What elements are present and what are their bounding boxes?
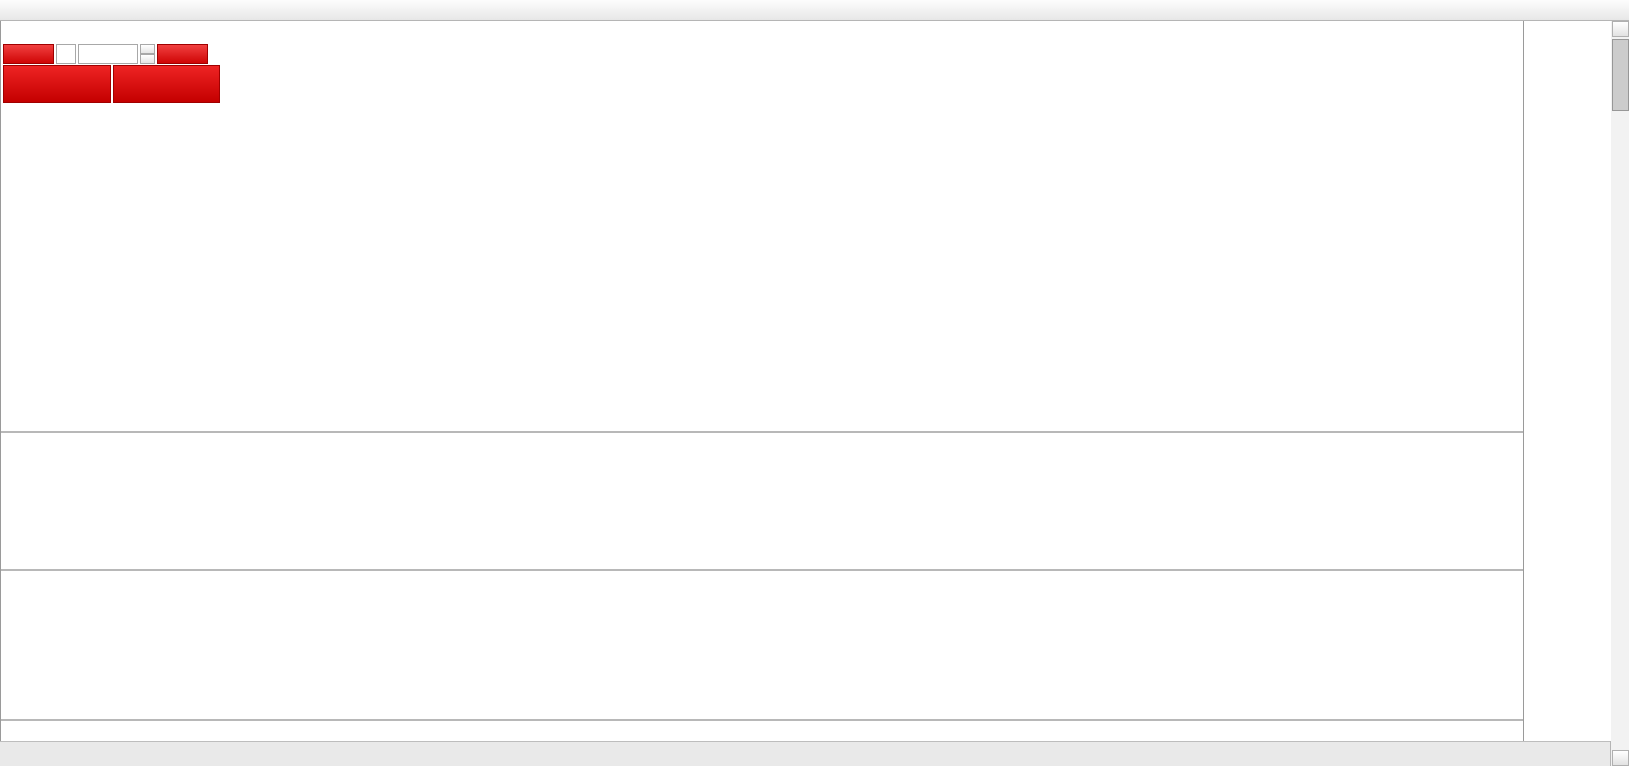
- price-axis[interactable]: [1523, 21, 1611, 741]
- scrollbar-up-button[interactable]: [1612, 21, 1629, 37]
- panel-splitter[interactable]: [1, 569, 1611, 571]
- sell-price-display[interactable]: [3, 65, 111, 103]
- panel-splitter[interactable]: [1, 431, 1611, 433]
- sell-button[interactable]: [3, 44, 54, 64]
- rsi-indicator-canvas[interactable]: [1, 571, 1523, 719]
- one-click-trading-panel: [3, 44, 220, 103]
- volume-decrease-button[interactable]: [140, 54, 155, 64]
- scrollbar-down-button[interactable]: [1612, 750, 1629, 766]
- volume-input[interactable]: [78, 44, 138, 64]
- volume-increase-button[interactable]: [140, 44, 155, 54]
- time-axis[interactable]: [1, 721, 1523, 741]
- macd-indicator-canvas[interactable]: [1, 433, 1523, 569]
- volume-stepper: [140, 44, 155, 64]
- buy-price-display[interactable]: [112, 65, 220, 103]
- buy-button[interactable]: [157, 44, 208, 64]
- chart-window: [0, 21, 1611, 741]
- order-type-dropdown[interactable]: [56, 44, 76, 64]
- toolbar: [0, 0, 1629, 21]
- vertical-scrollbar[interactable]: [1610, 21, 1629, 766]
- main-chart-canvas[interactable]: [1, 21, 1523, 431]
- status-strip: [0, 741, 1610, 766]
- scrollbar-thumb[interactable]: [1612, 39, 1629, 111]
- panel-splitter[interactable]: [1, 719, 1611, 721]
